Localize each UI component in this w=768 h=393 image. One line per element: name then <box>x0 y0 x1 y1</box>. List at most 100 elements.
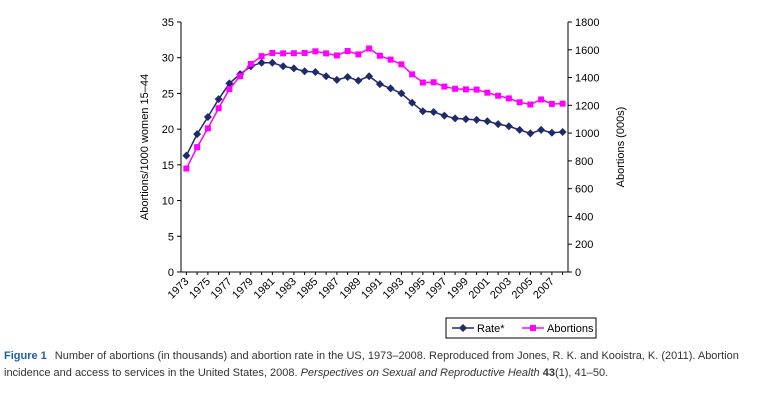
point <box>366 45 373 52</box>
y-tick-label: 25 <box>162 88 174 100</box>
legend-box <box>445 317 597 339</box>
point <box>343 73 352 81</box>
y-tick-label: 35 <box>162 17 174 29</box>
y2-axis-title: Abortions (000s) <box>615 107 627 188</box>
y2-tick-label: 0 <box>575 267 581 279</box>
x-tick-label: 1985 <box>295 276 321 302</box>
series-line <box>185 47 563 169</box>
point <box>473 86 480 93</box>
x-tick-label: 1977 <box>209 276 235 302</box>
point <box>312 48 319 55</box>
point <box>537 125 546 134</box>
point <box>408 98 417 107</box>
point <box>409 71 416 78</box>
x-tick-label: 1979 <box>230 276 256 302</box>
point <box>441 83 448 90</box>
point <box>375 80 384 89</box>
y2-tick-label: 1600 <box>575 45 599 57</box>
point <box>290 50 297 57</box>
point <box>257 58 266 67</box>
legend-marker <box>459 324 467 332</box>
caption-volume: 43 <box>542 367 555 379</box>
x-tick-label: 1995 <box>402 276 428 302</box>
point <box>547 128 556 137</box>
point <box>258 53 265 60</box>
point <box>323 50 330 57</box>
y2-tick-label: 1000 <box>575 128 599 140</box>
y2-tick-label: 600 <box>575 184 593 196</box>
caption-rest: (1), 41–50. <box>554 367 609 379</box>
point <box>526 129 535 138</box>
point <box>472 115 481 124</box>
point <box>451 114 460 123</box>
x-tick-label: 1987 <box>316 276 342 302</box>
y2-tick-label: 1200 <box>575 100 599 112</box>
y2-tick-label: 200 <box>575 239 593 251</box>
point <box>204 125 211 132</box>
point <box>430 79 437 86</box>
point <box>548 100 555 107</box>
point <box>269 49 276 56</box>
legend-marker <box>530 325 536 331</box>
point <box>203 113 212 121</box>
point <box>225 79 234 88</box>
caption-text: Number of abortions (in thousands) and a… <box>4 350 739 379</box>
x-tick-label: 2003 <box>488 276 514 302</box>
caption: Figure 1 Number of abortions (in thousand… <box>4 348 764 382</box>
point <box>538 96 545 103</box>
y-axis-title: Abortions/1000 women 15–44 <box>139 74 151 220</box>
y2-tick-label: 800 <box>575 156 593 168</box>
x-tick-label: 2005 <box>510 276 536 302</box>
point <box>461 115 470 124</box>
point <box>268 58 277 67</box>
point <box>398 61 405 68</box>
point <box>484 89 491 96</box>
y-tick-label: 15 <box>162 160 174 172</box>
point <box>419 79 426 86</box>
x-tick-label: 1983 <box>273 276 299 302</box>
point <box>418 107 427 116</box>
caption-journal: Perspectives on Sexual and Reproductive … <box>300 367 540 379</box>
point <box>387 56 394 63</box>
point <box>505 95 512 102</box>
legend-label: Rate* <box>477 323 505 335</box>
point <box>300 67 309 76</box>
y2-tick-label: 400 <box>575 211 593 223</box>
caption-label: Figure 1 <box>4 350 47 362</box>
point <box>289 64 298 73</box>
point <box>429 108 438 116</box>
x-tick-label: 1973 <box>166 276 192 302</box>
point <box>504 122 513 131</box>
point <box>386 84 395 93</box>
point <box>354 76 363 85</box>
point <box>279 62 288 71</box>
y-tick-label: 10 <box>162 196 174 208</box>
point <box>462 86 469 93</box>
point <box>397 89 406 98</box>
point <box>355 51 362 58</box>
point <box>558 128 567 136</box>
x-tick-label: 1975 <box>187 276 213 302</box>
point <box>527 101 534 108</box>
point <box>280 50 287 57</box>
point <box>322 72 331 81</box>
point <box>495 92 502 99</box>
point <box>183 165 190 172</box>
point <box>365 72 374 81</box>
chart: Abortions/1000 women 15–44 Abortions (00… <box>139 17 627 339</box>
point <box>226 86 233 93</box>
point <box>344 48 351 55</box>
x-tick-label: 1991 <box>359 276 385 302</box>
point <box>215 105 222 112</box>
point <box>247 60 254 67</box>
point <box>483 117 492 126</box>
y2-tick-label: 1400 <box>575 73 599 85</box>
legend-label: Abortions <box>547 323 594 335</box>
y-tick-label: 20 <box>162 124 174 136</box>
x-tick-label: 1981 <box>252 276 278 302</box>
point <box>301 49 308 56</box>
point <box>376 52 383 59</box>
x-tick-label: 2001 <box>467 276 493 302</box>
point <box>214 95 223 104</box>
